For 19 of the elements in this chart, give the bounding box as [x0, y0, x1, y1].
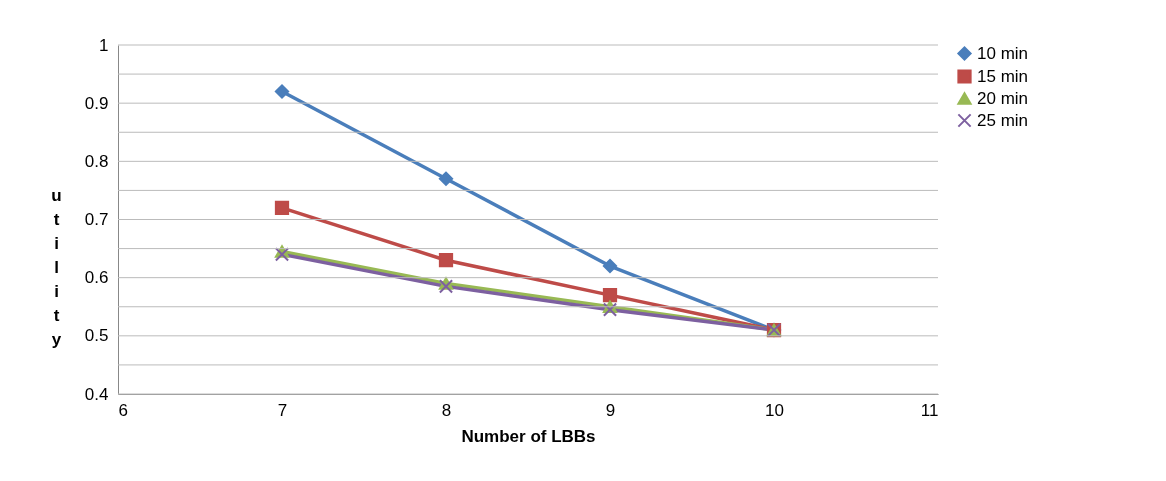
y-axis-title: utility: [51, 185, 62, 349]
y-tick-label: 1: [99, 35, 109, 55]
legend-label: 10 min: [977, 43, 1029, 63]
y-tick-label: 0.6: [84, 268, 109, 288]
y-tick-label: 0.4: [84, 384, 109, 404]
x-tick-label: 8: [441, 400, 452, 420]
legend-label: 15 min: [977, 66, 1029, 86]
x-tick-label: 6: [118, 400, 128, 420]
legend-label: 25 min: [977, 110, 1029, 130]
y-tick-label: 0.5: [84, 326, 109, 346]
y-tick-label: 0.9: [84, 93, 109, 113]
x-tick-label: 9: [605, 400, 616, 420]
x-tick-label: 7: [277, 400, 288, 420]
x-axis-title: Number of LBBs: [461, 426, 596, 446]
legend-label: 20 min: [977, 88, 1029, 108]
y-tick-label: 0.7: [84, 210, 109, 229]
x-tick-label: 10: [765, 400, 784, 420]
x-tick-label: 11: [920, 400, 939, 420]
y-tick-label: 0.8: [84, 151, 109, 171]
